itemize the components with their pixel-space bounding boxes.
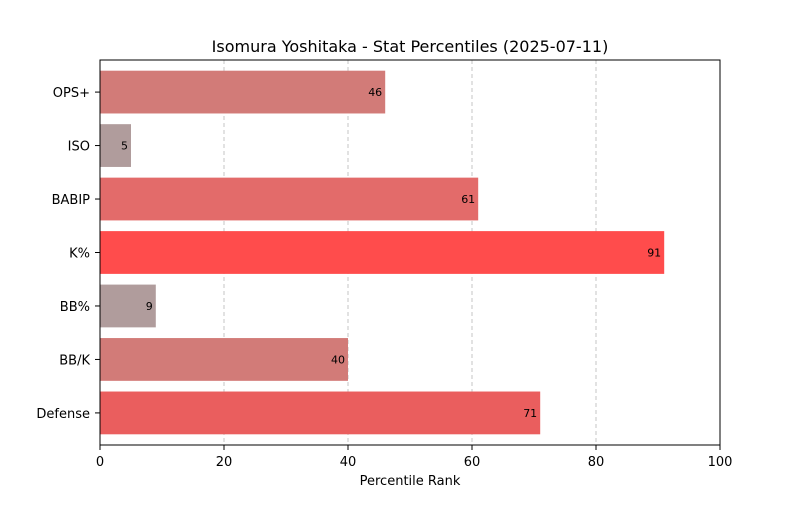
bar-value-label: 71 xyxy=(523,407,537,420)
bar xyxy=(100,70,386,114)
bar-value-label: 61 xyxy=(461,193,475,206)
x-axis-label: Percentile Rank xyxy=(360,474,461,489)
y-tick-label: BABIP xyxy=(52,193,91,208)
bar xyxy=(100,231,665,274)
x-axis-ticks: 0 20 40 60 80 100 xyxy=(96,445,733,470)
bar xyxy=(100,391,541,435)
x-tick-label: 60 xyxy=(464,455,481,470)
bar-value-label: 9 xyxy=(146,300,153,313)
bars xyxy=(100,70,665,435)
x-tick-label: 100 xyxy=(708,455,733,470)
x-tick-label: 40 xyxy=(340,455,357,470)
y-tick-label: ISO xyxy=(68,140,90,155)
data-labels: 46 5 61 91 9 40 71 xyxy=(121,86,661,420)
x-tick-label: 0 xyxy=(96,455,104,470)
y-tick-label: BB% xyxy=(60,300,90,315)
bar xyxy=(100,338,348,381)
bar-value-label: 40 xyxy=(331,353,345,366)
x-tick-label: 20 xyxy=(216,455,233,470)
bar-value-label: 91 xyxy=(647,247,661,260)
y-axis-ticks: OPS+ ISO BABIP K% BB% BB/K Defense xyxy=(36,86,100,422)
bar xyxy=(100,124,131,167)
bar xyxy=(100,284,156,328)
y-tick-label: K% xyxy=(69,247,90,262)
y-tick-label: Defense xyxy=(36,407,90,422)
y-tick-label: OPS+ xyxy=(53,86,90,101)
y-tick-label: BB/K xyxy=(59,353,90,368)
x-tick-label: 80 xyxy=(588,455,605,470)
chart-title: Isomura Yoshitaka - Stat Percentiles (20… xyxy=(212,37,609,56)
bar xyxy=(100,177,479,221)
bar-value-label: 46 xyxy=(368,86,382,99)
bar-value-label: 5 xyxy=(121,140,128,153)
